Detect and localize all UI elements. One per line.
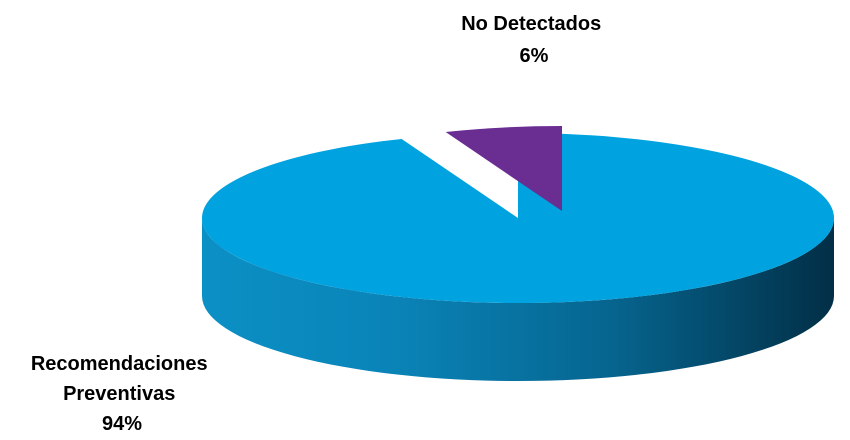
slice-side-recomendaciones-preventivas	[202, 218, 834, 381]
slice-top-recomendaciones-preventivas	[202, 133, 835, 303]
label-recomendaciones-line-1: Recomendaciones	[31, 353, 208, 375]
label-no-detectados-line-1: No Detectados	[461, 13, 601, 35]
pie-slice-recomendaciones-preventivas	[202, 133, 835, 381]
label-no-detectados-percent: 6%	[520, 45, 549, 67]
label-recomendaciones-percent: 94%	[102, 413, 142, 435]
label-no-detectados: No Detectados 6%	[461, 13, 607, 67]
slice-top-no-detectados	[445, 126, 562, 211]
pie-slice-no-detectados	[445, 126, 562, 211]
label-recomendaciones-line-2: Preventivas	[63, 383, 175, 405]
label-recomendaciones-preventivas: Recomendaciones Preventivas 94%	[31, 353, 213, 435]
